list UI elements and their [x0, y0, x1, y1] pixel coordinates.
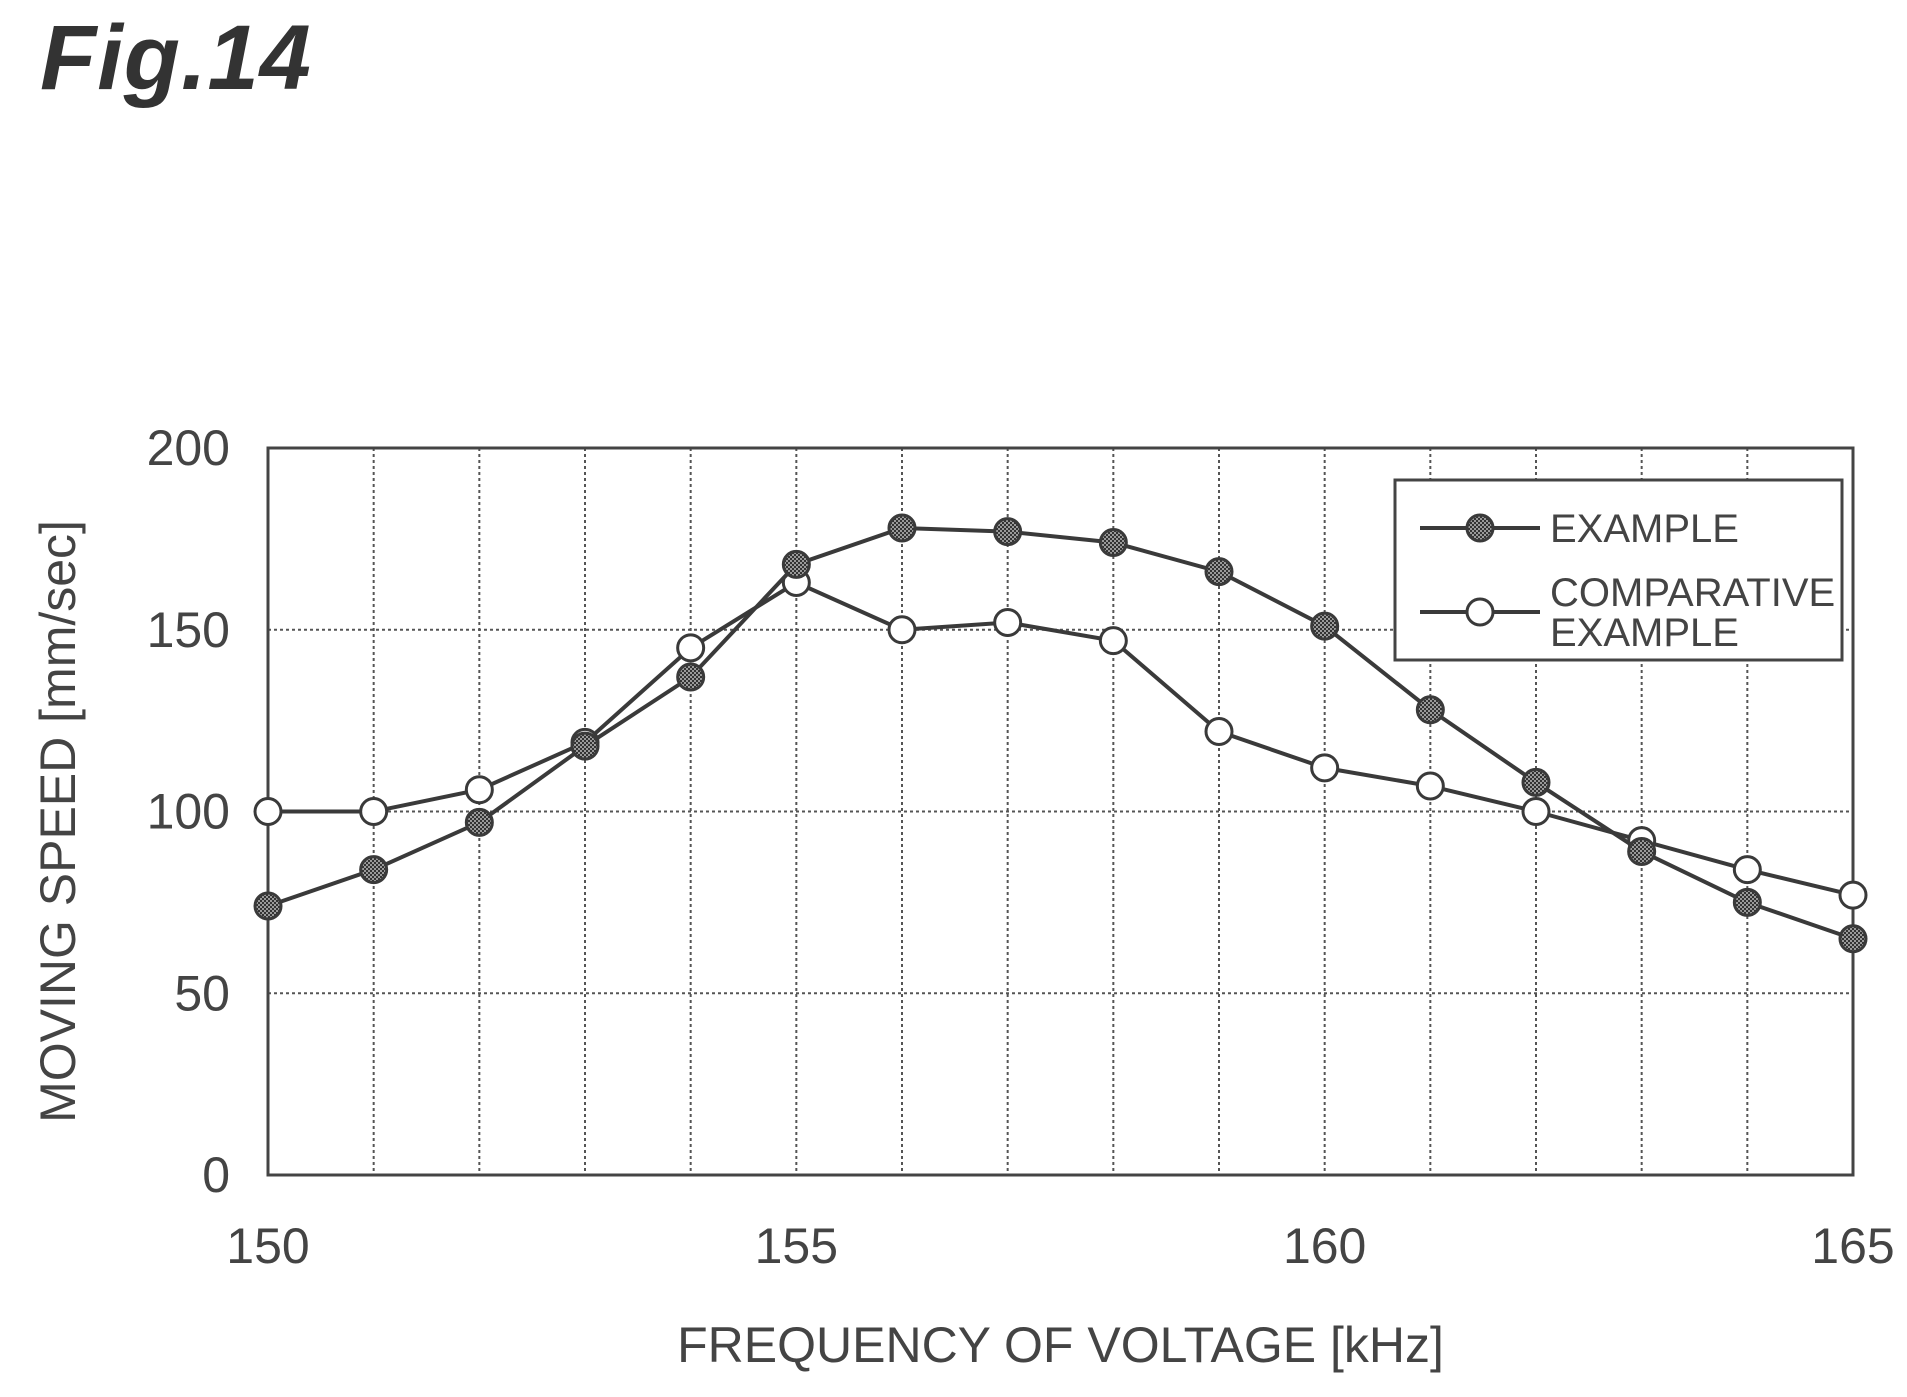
- legend-marker: [1465, 513, 1495, 543]
- y-tick-label: 50: [174, 965, 230, 1021]
- legend-label: COMPARATIVE: [1550, 571, 1835, 615]
- x-tick-label: 155: [755, 1218, 838, 1274]
- data-point: [1204, 717, 1234, 747]
- x-tick-label: 160: [1283, 1218, 1366, 1274]
- data-point: [781, 549, 811, 579]
- data-point: [1732, 887, 1762, 917]
- data-point: [464, 807, 494, 837]
- data-point: [993, 517, 1023, 547]
- data-point: [359, 797, 389, 826]
- data-point: [359, 855, 389, 885]
- data-point: [570, 731, 600, 761]
- data-point: [464, 775, 494, 805]
- series-example: [253, 513, 1868, 954]
- data-point: [1838, 924, 1868, 954]
- data-point: [887, 615, 917, 645]
- data-point: [1310, 753, 1340, 783]
- data-point: [253, 891, 283, 921]
- data-point: [1098, 528, 1128, 558]
- data-point: [676, 633, 706, 663]
- y-tick-label: 100: [147, 784, 230, 840]
- series-line: [268, 580, 1854, 898]
- x-tick-label: 150: [226, 1218, 309, 1274]
- legend-marker: [1465, 597, 1495, 627]
- data-point: [993, 607, 1023, 637]
- data-point: [1627, 836, 1657, 866]
- data-point: [1415, 771, 1445, 801]
- y-tick-label: 200: [147, 420, 230, 476]
- legend-box: [1393, 478, 1844, 662]
- series-line: [267, 525, 1854, 941]
- data-point: [1521, 797, 1551, 826]
- legend-label: EXAMPLE: [1550, 611, 1739, 655]
- y-axis-title: MOVING SPEED [mm/sec]: [30, 520, 86, 1123]
- series-group: [253, 513, 1868, 954]
- data-point: [1415, 695, 1445, 725]
- axis-ticks: 0 50 100 150 200 150 155 160 165: [147, 420, 1895, 1274]
- y-tick-label: 0: [202, 1147, 230, 1203]
- data-point: [1838, 880, 1868, 910]
- data-point: [1521, 767, 1551, 797]
- data-point: [253, 797, 283, 826]
- data-point: [1204, 557, 1234, 587]
- legend-label: EXAMPLE: [1550, 507, 1739, 551]
- data-point: [1732, 855, 1762, 885]
- x-axis-title: FREQUENCY OF VOLTAGE [kHz]: [677, 1317, 1444, 1373]
- figure-label: Fig.14: [40, 7, 312, 109]
- data-point: [676, 662, 706, 692]
- data-point: [1310, 611, 1340, 641]
- y-tick-label: 150: [147, 602, 230, 658]
- data-point: [1098, 626, 1128, 656]
- x-tick-label: 165: [1811, 1218, 1894, 1274]
- data-point: [887, 513, 917, 543]
